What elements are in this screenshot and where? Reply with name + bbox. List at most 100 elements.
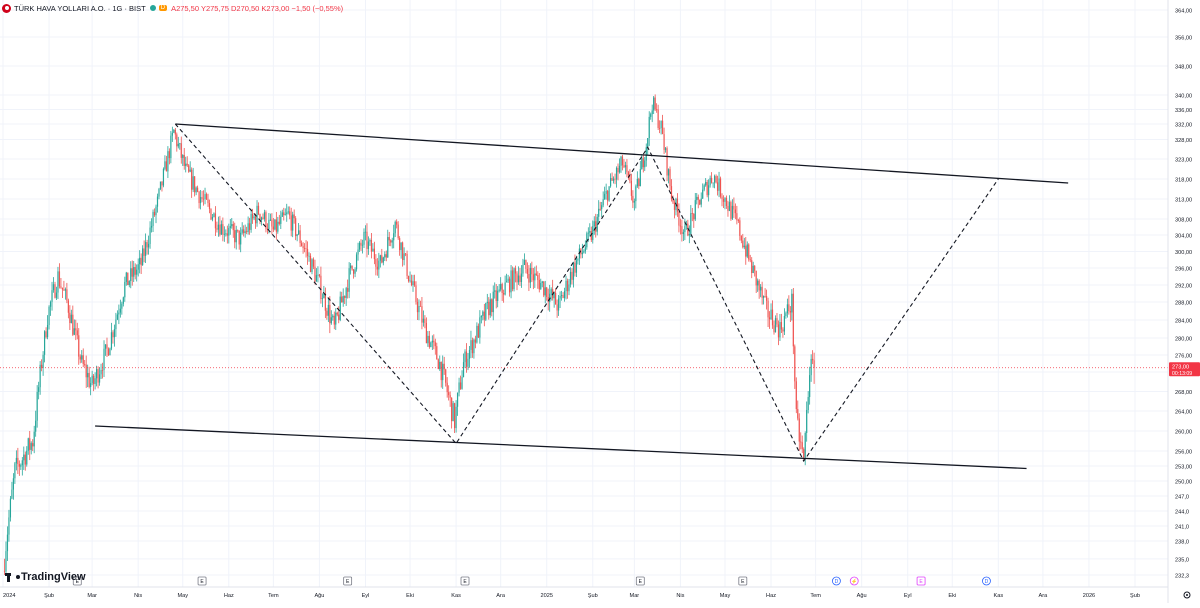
candle: [479, 310, 481, 344]
candle: [330, 310, 332, 325]
candle: [503, 289, 505, 303]
candle: [522, 258, 524, 277]
candle: [57, 266, 59, 299]
candle-body: [170, 135, 172, 159]
symbol-title[interactable]: TÜRK HAVA YOLLARI A.O. · 1G · BIST: [14, 3, 146, 13]
candle-body: [513, 268, 515, 290]
candle: [516, 271, 518, 291]
candle: [555, 288, 557, 305]
candle: [540, 278, 542, 290]
candle: [192, 167, 194, 193]
candle-body: [390, 240, 392, 243]
candle: [462, 353, 465, 378]
candle-body: [336, 312, 338, 315]
candle-body: [167, 151, 169, 172]
candle-body: [770, 309, 772, 320]
event-marker[interactable]: ⚡: [849, 576, 859, 586]
candle-body: [763, 296, 765, 298]
candle: [295, 216, 297, 241]
candle-body: [265, 212, 267, 229]
candle-body: [214, 213, 217, 229]
price-tick-label: 284,00: [1175, 319, 1192, 325]
candle: [770, 303, 772, 321]
time-tick-label: Nis: [134, 593, 142, 599]
candle: [100, 363, 102, 379]
event-marker[interactable]: E: [738, 576, 748, 586]
candle-body: [740, 235, 742, 241]
candle-body: [118, 312, 120, 315]
time-tick-label: Nis: [676, 593, 684, 599]
candle-body: [468, 349, 471, 359]
event-marker[interactable]: E: [197, 576, 207, 586]
candle-body: [355, 254, 358, 270]
event-marker[interactable]: D: [832, 576, 841, 586]
candle-body: [143, 248, 145, 256]
symbol-header[interactable]: TÜRK HAVA YOLLARI A.O. · 1G · BIST D A27…: [2, 1, 343, 15]
candle: [82, 348, 84, 368]
event-marker[interactable]: E: [343, 576, 353, 586]
event-marker[interactable]: E: [916, 576, 926, 586]
event-marker-label: E: [200, 579, 204, 585]
candle: [112, 330, 114, 344]
price-tick-label: 340,00: [1175, 94, 1192, 100]
candle-body: [416, 301, 419, 313]
candle: [210, 208, 212, 221]
candle-body: [503, 293, 505, 295]
candle-body: [632, 195, 634, 203]
candle-body: [624, 165, 627, 168]
candle-body: [339, 296, 341, 320]
candle: [243, 225, 245, 237]
candle: [641, 154, 643, 170]
event-marker[interactable]: D: [982, 576, 991, 586]
candle-body: [506, 281, 508, 283]
candle-body: [153, 211, 156, 216]
candle: [626, 159, 628, 178]
candle-body: [694, 200, 696, 220]
candle-body: [393, 233, 395, 241]
candle: [532, 267, 534, 290]
time-tick-label: Eki: [948, 593, 956, 599]
candle-body: [485, 303, 487, 320]
candle-body: [124, 281, 126, 298]
event-marker[interactable]: E: [72, 576, 82, 586]
candle-body: [30, 443, 32, 450]
candle-body: [23, 454, 25, 461]
candle-body: [271, 219, 273, 227]
candle: [256, 200, 258, 227]
candle-body: [623, 165, 625, 168]
candle-body: [366, 231, 368, 250]
channel-upper-trendline: [175, 123, 1069, 184]
candle: [560, 290, 563, 301]
candle-body: [722, 198, 725, 202]
candle-body: [648, 116, 650, 139]
candle: [352, 269, 355, 279]
candle: [133, 261, 135, 283]
data-delay-badge[interactable]: D: [158, 5, 168, 11]
candle: [147, 235, 150, 255]
candle: [666, 146, 668, 182]
candle-body: [110, 332, 113, 349]
candle: [584, 240, 586, 254]
candle-body: [687, 223, 689, 236]
candle: [633, 198, 635, 211]
event-marker[interactable]: E: [635, 576, 645, 586]
candle: [690, 205, 692, 237]
candle-body: [45, 331, 47, 338]
candle-body: [84, 363, 86, 365]
candle-body: [382, 257, 384, 263]
candle-body: [348, 268, 350, 292]
candle: [36, 385, 38, 428]
candle-body: [341, 296, 343, 303]
event-marker[interactable]: E: [460, 576, 470, 586]
candle-body: [465, 351, 468, 367]
tradingview-brand[interactable]: TradingView: [5, 571, 86, 583]
candle: [333, 311, 335, 330]
candle: [54, 281, 56, 299]
gear-icon[interactable]: [1183, 591, 1191, 599]
candle: [737, 218, 739, 223]
candle: [476, 322, 478, 344]
candle-body: [64, 289, 66, 291]
candle: [277, 216, 279, 234]
